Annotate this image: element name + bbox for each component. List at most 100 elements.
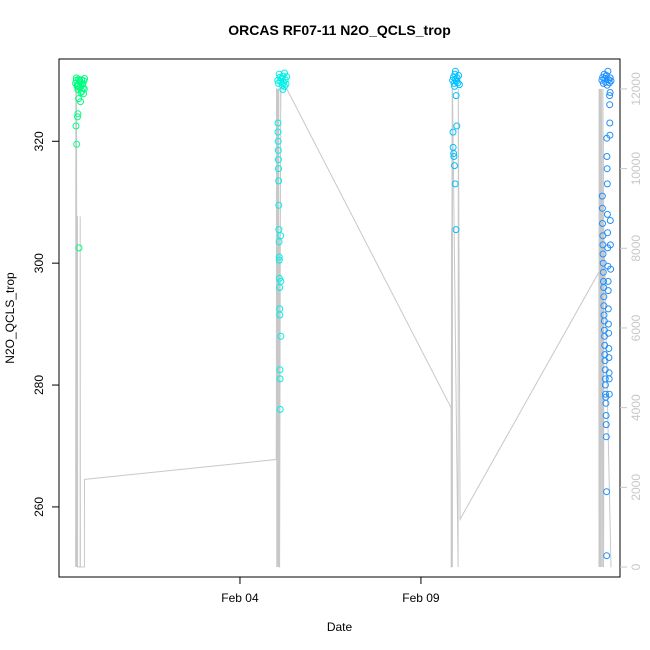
data-point [274, 128, 282, 136]
data-point [604, 229, 612, 237]
data-point [276, 405, 284, 413]
data-point [605, 79, 613, 87]
data-point [75, 95, 83, 103]
data-point [74, 110, 82, 118]
data-point [275, 165, 282, 173]
data-point [277, 332, 285, 340]
altitude-line [75, 80, 612, 568]
data-point [274, 146, 282, 154]
data-point [606, 119, 614, 127]
data-point [450, 153, 458, 160]
data-point [603, 488, 611, 496]
data-points-layer [72, 67, 615, 560]
data-point [602, 390, 609, 398]
data-point [275, 70, 283, 78]
data-point [604, 277, 612, 285]
data-point [72, 74, 80, 82]
x-axis-label: Date [327, 620, 353, 634]
data-point [604, 67, 612, 75]
y2-tick-label: 12000 [629, 72, 643, 106]
x-axis: Feb 04 Feb 09 [221, 577, 440, 605]
y-tick-label: 320 [32, 131, 46, 151]
data-point [600, 293, 608, 301]
data-point [455, 81, 463, 89]
data-point [274, 156, 282, 164]
data-point [604, 287, 612, 295]
data-point [603, 180, 611, 188]
data-point [599, 220, 606, 227]
data-point [277, 232, 285, 240]
y2-axis: 0 2000 4000 6000 8000 10000 12000 [620, 72, 643, 570]
data-point [601, 381, 609, 389]
data-point [275, 201, 283, 209]
data-point [598, 204, 606, 212]
data-point [606, 74, 614, 82]
data-point [602, 421, 610, 429]
x-tick-label: Feb 04 [221, 591, 259, 605]
data-point [606, 217, 614, 224]
data-point [449, 143, 457, 151]
data-point [604, 320, 612, 328]
data-point [602, 72, 610, 79]
data-point [274, 119, 282, 127]
series-rf11 [598, 67, 615, 560]
data-point [275, 253, 283, 261]
data-point [606, 131, 614, 139]
data-point [281, 82, 288, 90]
y2-tick-label: 10000 [629, 152, 643, 186]
data-point [453, 122, 461, 130]
data-point [605, 345, 613, 352]
data-point [603, 552, 611, 560]
data-point [606, 101, 614, 109]
data-point [602, 433, 610, 441]
data-point [277, 277, 285, 285]
data-point [603, 210, 611, 218]
data-point [75, 84, 83, 92]
y-tick-label: 280 [32, 375, 46, 395]
plot-frame [58, 58, 621, 578]
data-point [605, 375, 613, 383]
data-point [598, 192, 606, 200]
y2-tick-label: 2000 [629, 474, 643, 501]
y-tick-label: 300 [32, 253, 46, 273]
data-point [605, 390, 613, 398]
y2-tick-label: 4000 [629, 394, 643, 421]
data-point [603, 165, 611, 173]
data-point [276, 311, 284, 319]
data-point [606, 241, 614, 249]
altitude-line-layer [75, 80, 612, 568]
data-point [283, 73, 291, 81]
data-point [452, 226, 460, 234]
data-point [77, 89, 85, 96]
data-point [607, 77, 615, 85]
data-point [73, 81, 81, 89]
y2-tick-label: 8000 [629, 235, 643, 262]
data-point [452, 92, 460, 100]
series-rf07 [72, 74, 89, 252]
data-point [602, 399, 610, 407]
data-point [276, 366, 284, 374]
data-point [605, 329, 613, 337]
y-axis-label: N2O_QCLS_trop [3, 272, 17, 364]
data-point [602, 412, 610, 419]
data-point [275, 177, 283, 185]
data-point [607, 265, 615, 273]
data-point [450, 79, 458, 87]
data-point [449, 128, 457, 136]
series-rf09 [274, 69, 291, 413]
data-point [75, 244, 83, 252]
chart-title: ORCAS RF07-11 N2O_QCLS_trop [228, 22, 451, 38]
series-rf10 [449, 67, 463, 234]
data-point [599, 268, 607, 276]
data-point [73, 140, 81, 148]
data-point [451, 82, 459, 90]
y2-tick-label: 6000 [629, 314, 643, 341]
data-point [276, 375, 284, 383]
data-point [275, 256, 283, 264]
data-point [451, 180, 459, 188]
x-tick-label: Feb 09 [402, 591, 440, 605]
data-point [451, 67, 459, 75]
data-point [274, 137, 282, 145]
data-point [606, 89, 614, 96]
